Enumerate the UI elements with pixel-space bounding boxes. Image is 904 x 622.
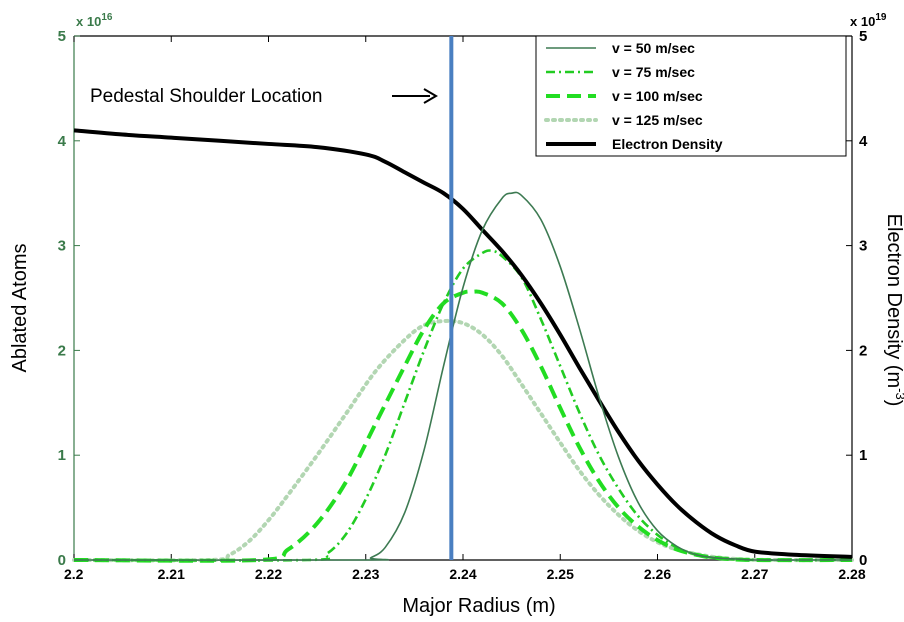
right-y-axis-label-sup: -3 xyxy=(893,388,904,400)
x-axis-label: Major Radius (m) xyxy=(402,595,555,617)
left-y-tick-label: 0 xyxy=(58,552,66,569)
left-y-tick-label: 3 xyxy=(58,238,66,255)
annotation-label: Pedestal Shoulder Location xyxy=(90,86,322,107)
legend-entry-label: v = 100 m/sec xyxy=(612,88,703,104)
left-exponent-power: 16 xyxy=(101,12,113,23)
left-y-tick-label: 2 xyxy=(58,342,66,359)
left-y-tick-label: 5 xyxy=(58,28,66,45)
left-y-tick-label: 4 xyxy=(58,133,67,150)
left-y-axis-label: Ablated Atoms xyxy=(9,244,31,373)
right-y-tick-label: 5 xyxy=(859,28,867,45)
annotation-arrow-head xyxy=(423,88,438,104)
right-exponent-base: x 10 xyxy=(850,14,875,29)
legend-entry-label: v = 50 m/sec xyxy=(612,40,695,56)
right-y-axis-label: Electron Density (m-3) xyxy=(883,214,904,407)
series-line-v-50-m-sec xyxy=(73,191,852,561)
right-y-tick-label: 2 xyxy=(859,342,867,359)
legend-entry-label: v = 125 m/sec xyxy=(612,112,703,128)
left-axis-exponent: x 1016 xyxy=(76,12,113,29)
series-line-v-100-m-sec xyxy=(73,289,853,563)
left-y-tick-label: 1 xyxy=(58,447,66,464)
right-y-tick-label: 3 xyxy=(859,238,867,255)
series-line-electron-density xyxy=(73,128,853,559)
x-tick-label: 2.27 xyxy=(741,566,768,582)
right-y-tick-label: 1 xyxy=(859,447,867,464)
legend-box xyxy=(535,35,847,157)
x-tick-label: 2.22 xyxy=(255,566,282,582)
x-tick-label: 2.24 xyxy=(449,566,476,582)
right-y-tick-label: 4 xyxy=(859,133,868,150)
x-tick-label: 2.21 xyxy=(158,566,185,582)
left-exponent-base: x 10 xyxy=(76,14,101,29)
right-y-axis-label-close: ) xyxy=(883,400,904,407)
x-tick-label: 2.26 xyxy=(644,566,671,582)
legend-entry-label: Electron Density xyxy=(612,136,723,152)
right-y-tick-label: 0 xyxy=(859,552,867,569)
series-line-v-75-m-sec xyxy=(73,249,853,562)
right-exponent-power: 19 xyxy=(875,12,887,23)
right-axis-exponent: x 1019 xyxy=(850,12,887,29)
x-tick-label: 2.25 xyxy=(547,566,574,582)
x-tick-label: 2.23 xyxy=(352,566,379,582)
legend-entry-label: v = 75 m/sec xyxy=(612,64,695,80)
right-y-axis-label-main: Electron Density (m xyxy=(883,214,904,389)
x-tick-label: 2.28 xyxy=(838,566,865,582)
x-tick-label: 2.2 xyxy=(64,566,84,582)
